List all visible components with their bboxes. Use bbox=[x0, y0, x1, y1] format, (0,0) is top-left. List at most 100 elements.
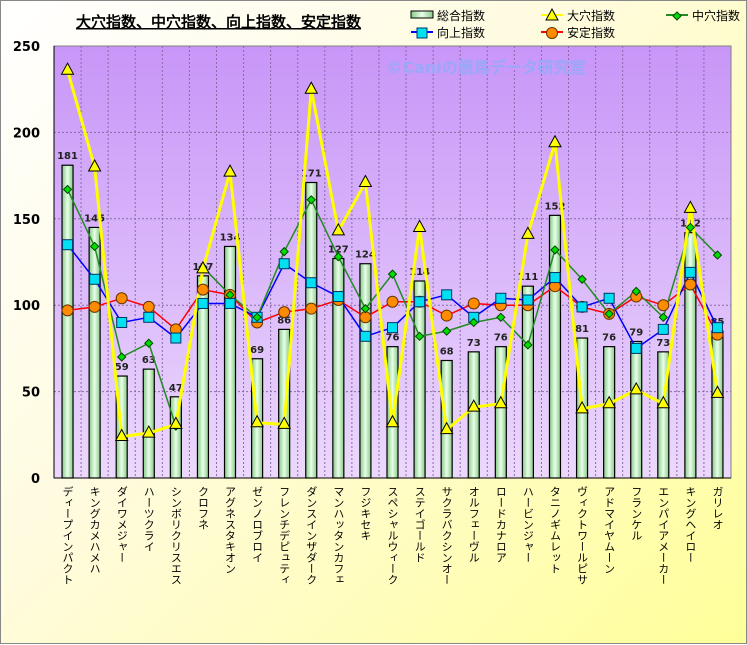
data-point-square bbox=[495, 292, 507, 304]
data-point-circle bbox=[278, 306, 291, 319]
data-point-circle bbox=[440, 309, 453, 322]
data-point-triangle bbox=[548, 134, 562, 148]
data-point-triangle bbox=[602, 395, 616, 409]
x-tick-label: スペシャルウィーク bbox=[386, 486, 399, 585]
data-point-diamond bbox=[441, 326, 452, 336]
bar bbox=[88, 226, 101, 479]
legend-marker bbox=[545, 7, 559, 21]
x-tick-label: サクラバクシンオー bbox=[440, 486, 453, 585]
legend-marker bbox=[546, 27, 558, 39]
data-point-triangle bbox=[60, 62, 75, 75]
x-tick-label: ロードカナロア bbox=[494, 486, 507, 563]
bar bbox=[657, 351, 670, 479]
data-point-triangle bbox=[223, 164, 237, 177]
data-point-square bbox=[305, 277, 317, 289]
data-point-circle bbox=[467, 297, 480, 310]
bar bbox=[548, 214, 562, 479]
x-tick-label: アドマイヤムーン bbox=[603, 486, 616, 574]
bar bbox=[521, 285, 535, 479]
bar-data-label: 127 bbox=[328, 245, 349, 256]
data-point-triangle bbox=[683, 200, 698, 213]
data-point-square bbox=[170, 332, 182, 344]
x-tick-label: マンハッタンカフェ bbox=[332, 486, 345, 585]
data-point-square bbox=[522, 294, 534, 306]
data-point-triangle bbox=[629, 381, 644, 395]
data-point-triangle bbox=[521, 226, 535, 239]
bar bbox=[684, 232, 697, 479]
bar bbox=[603, 346, 616, 479]
legend-marker bbox=[672, 11, 682, 21]
y-tick-label: 200 bbox=[13, 126, 40, 141]
data-point-triangle bbox=[710, 385, 725, 398]
data-point-square bbox=[89, 273, 101, 285]
y-tick-label: 100 bbox=[13, 299, 40, 314]
data-point-triangle bbox=[304, 81, 319, 94]
data-point-triangle bbox=[141, 425, 156, 438]
bar bbox=[711, 330, 724, 479]
data-point-triangle bbox=[385, 414, 400, 428]
data-point-square bbox=[224, 297, 236, 309]
x-tick-label: フランケル bbox=[630, 486, 643, 541]
x-tick-label: オルフェーヴル bbox=[467, 486, 480, 563]
data-point-triangle bbox=[656, 395, 671, 409]
data-point-diamond bbox=[631, 286, 641, 297]
bar-data-label: 68 bbox=[440, 346, 454, 357]
legend-marker bbox=[416, 27, 428, 39]
data-point-square bbox=[387, 322, 398, 334]
x-tick-label: ダイワメジャー bbox=[115, 486, 128, 563]
data-point-circle bbox=[196, 283, 209, 296]
data-point-circle bbox=[657, 299, 670, 312]
bar-data-label: 73 bbox=[656, 338, 670, 349]
legend-label: 中穴指数 bbox=[692, 8, 740, 23]
bar-data-label: 47 bbox=[169, 383, 183, 394]
bar bbox=[630, 340, 643, 479]
data-point-square bbox=[332, 291, 344, 303]
bar-data-label: 79 bbox=[629, 327, 643, 338]
x-tick-label: キングヘイロー bbox=[684, 486, 697, 563]
bar-data-label: 152 bbox=[545, 201, 566, 212]
data-point-circle bbox=[142, 300, 155, 313]
data-point-square bbox=[197, 297, 209, 309]
x-tick-label: ヴィクトワールピサ bbox=[576, 486, 589, 585]
data-point-square bbox=[576, 301, 588, 313]
data-point-diamond bbox=[577, 274, 587, 284]
bar-data-label: 181 bbox=[57, 151, 78, 162]
x-tick-label: シンボリクリスエス bbox=[169, 486, 182, 585]
data-point-diamond bbox=[550, 245, 560, 255]
data-point-diamond bbox=[712, 250, 723, 260]
data-point-circle bbox=[359, 311, 372, 324]
data-point-circle bbox=[88, 300, 101, 313]
bar-data-label: 73 bbox=[467, 338, 481, 349]
data-point-square bbox=[359, 330, 371, 342]
bar-data-label: 114 bbox=[409, 267, 430, 278]
x-tick-label: ゼンノロブロイ bbox=[251, 486, 264, 563]
x-tick-label: ダンスインザダーク bbox=[305, 486, 318, 585]
data-point-diamond bbox=[116, 352, 127, 362]
data-point-circle bbox=[684, 278, 697, 291]
data-point-diamond bbox=[523, 340, 533, 350]
x-tick-label: ガリレオ bbox=[711, 486, 724, 530]
bar bbox=[223, 245, 237, 479]
data-point-square bbox=[657, 323, 669, 335]
data-point-diamond bbox=[360, 303, 371, 314]
x-tick-label: ハービンジャー bbox=[521, 486, 534, 563]
data-point-square bbox=[62, 239, 74, 251]
data-point-diamond bbox=[252, 312, 262, 323]
legend-label: 安定指数 bbox=[567, 25, 615, 40]
data-point-diamond bbox=[89, 241, 100, 252]
bar bbox=[467, 351, 480, 479]
bar-data-label: 69 bbox=[250, 345, 264, 356]
legend-label: 向上指数 bbox=[437, 25, 485, 40]
bar bbox=[278, 328, 291, 479]
data-point-square bbox=[603, 292, 615, 304]
y-tick-label: 150 bbox=[13, 213, 40, 228]
bar bbox=[413, 280, 426, 479]
bar bbox=[494, 346, 507, 479]
bar-data-label: 76 bbox=[602, 333, 616, 344]
data-point-diamond bbox=[658, 312, 669, 323]
x-tick-label: アグネスタキオン bbox=[224, 486, 237, 574]
data-point-square bbox=[684, 266, 696, 278]
data-point-circle bbox=[386, 295, 399, 308]
